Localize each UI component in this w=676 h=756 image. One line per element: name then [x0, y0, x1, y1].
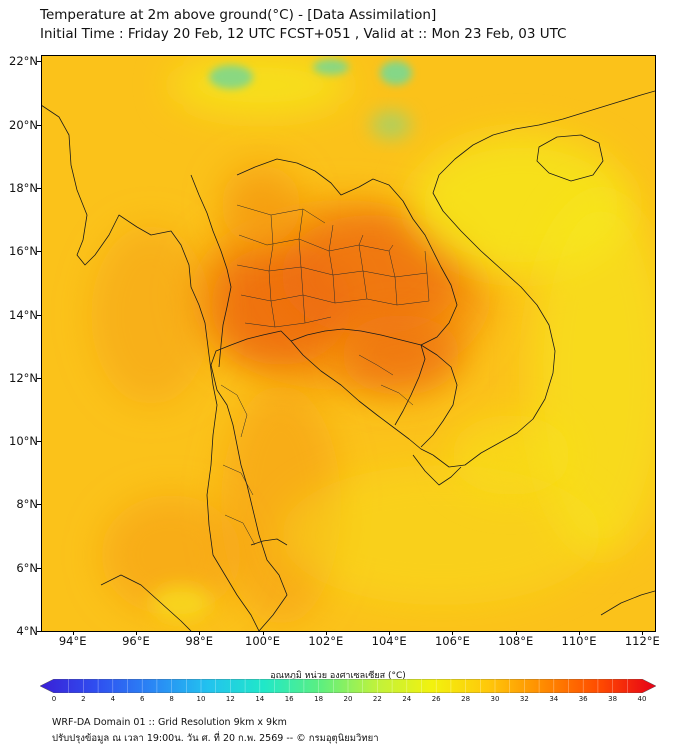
map-subtitle: Initial Time : Friday 20 Feb, 12 UTC FCS… — [40, 26, 567, 42]
province-boundaries — [220, 204, 430, 546]
lat-tick-label: 4°N — [16, 624, 38, 638]
colorbar-tick-label: 22 — [372, 695, 382, 703]
model-info: WRF-DA Domain 01 :: Grid Resolution 9km … — [52, 717, 287, 728]
colorbar-tick-label: 4 — [110, 695, 116, 703]
map-title: Temperature at 2m above ground(°C) - [Da… — [40, 7, 437, 23]
island-hainan — [536, 134, 604, 182]
coastline-gulf-of-thailand — [210, 330, 434, 631]
cold-spot-center — [313, 59, 349, 75]
colorbar-tick-label: 16 — [284, 695, 294, 703]
cold-spot-west — [209, 65, 253, 89]
warm-region-north — [221, 165, 301, 245]
colorbar-tick-label: 26 — [431, 695, 441, 703]
lat-tick-label: 8°N — [16, 497, 38, 512]
lat-tick-mark — [37, 504, 41, 506]
lat-tick-mark — [37, 631, 41, 632]
colorbar-gradient — [40, 679, 656, 693]
lon-tick-mark — [452, 631, 454, 635]
lat-tick-mark — [37, 441, 41, 443]
lon-tick-label: 102°E — [308, 634, 344, 648]
hot-region-northeast — [281, 215, 461, 335]
lon-tick-label: 100°E — [245, 634, 281, 648]
temperature-map-svg — [41, 55, 655, 631]
cool-region-southern-sea — [281, 465, 601, 605]
colorbar-label: อุณหภูมิ หน่วย องศาเซลเซียส (°C) — [270, 671, 406, 681]
colorbar-tick-label: 36 — [578, 695, 588, 703]
colorbar-tick-label: 6 — [139, 695, 145, 703]
lat-tick-mark — [37, 251, 41, 253]
lon-tick-mark — [72, 631, 74, 635]
colorbar-tick-label: 10 — [196, 695, 206, 703]
colorbar-tick-label: 2 — [81, 695, 86, 703]
colorbar-tick-label: 12 — [225, 695, 235, 703]
lon-tick-mark — [325, 631, 327, 635]
lon-tick-label: 106°E — [434, 634, 470, 648]
cold-spot-south — [371, 111, 411, 139]
lon-tick-label: 110°E — [561, 634, 597, 648]
lon-tick-mark — [515, 631, 517, 635]
coastline-borneo — [600, 590, 655, 616]
lat-tick-mark — [37, 314, 41, 316]
lon-tick-mark — [389, 631, 391, 635]
lat-tick-label: 12°N — [9, 370, 38, 385]
coastline-mainland — [41, 104, 260, 631]
temperature-map — [41, 55, 655, 631]
colorbar-tick-label: 30 — [490, 695, 500, 703]
island-sumatra — [100, 574, 192, 631]
colorbar-tick-label: 38 — [608, 695, 618, 703]
colorbar-tick-label: 0 — [51, 695, 57, 703]
cool-region-vietnam-coast — [451, 415, 571, 495]
lat-tick-label: 18°N — [9, 180, 38, 195]
warm-region-andaman — [101, 495, 241, 615]
lon-tick-label: 98°E — [185, 634, 214, 648]
lat-tick-mark — [37, 567, 41, 569]
lon-tick-label: 104°E — [371, 634, 407, 648]
colorbar-tick-label: 24 — [402, 695, 412, 703]
colorbar-tick-label: 32 — [519, 695, 529, 703]
border-thailand-malaysia — [250, 538, 288, 546]
colorbar-tick-label: 40 — [637, 695, 647, 703]
border-cambodia-vietnam — [420, 344, 458, 448]
cold-spot-east — [380, 61, 412, 85]
lat-tick-label: 16°N — [9, 244, 38, 259]
border-myanmar-thailand — [190, 174, 232, 368]
lat-tick-mark — [37, 124, 41, 126]
lat-tick-label: 10°N — [9, 434, 38, 449]
lon-tick-label: 94°E — [58, 634, 87, 648]
coastline-vietnam — [432, 90, 655, 468]
cool-spot-sumatra — [151, 585, 211, 621]
colorbar — [40, 679, 656, 693]
lat-tick-label: 6°N — [16, 560, 38, 575]
colorbar-tick-label: 14 — [255, 695, 265, 703]
lat-tick-label: 22°N — [9, 54, 38, 69]
lon-tick-mark — [579, 631, 581, 635]
lon-tick-mark — [199, 631, 201, 635]
colorbar-tick-label: 34 — [549, 695, 559, 703]
colorbar-tick-label: 18 — [314, 695, 324, 703]
warm-region-myanmar — [91, 225, 211, 405]
border-laos — [236, 158, 458, 346]
lon-tick-mark — [262, 631, 264, 635]
lon-tick-mark — [135, 631, 137, 635]
lat-tick-label: 14°N — [9, 307, 38, 322]
colorbar-tick-label: 8 — [169, 695, 174, 703]
lat-tick-mark — [37, 187, 41, 189]
hot-region-cambodia — [341, 315, 461, 395]
lat-tick-mark — [37, 61, 41, 63]
border-thailand-cambodia — [290, 328, 426, 426]
lon-tick-label: 112°E — [624, 634, 660, 648]
lon-tick-label: 96°E — [122, 634, 150, 648]
lat-tick-mark — [37, 377, 41, 379]
lat-tick-label: 20°N — [9, 117, 38, 132]
colorbar-tick-label: 28 — [461, 695, 471, 703]
lon-tick-label: 108°E — [498, 634, 534, 648]
update-info: ปรับปรุงข้อมูล ณ เวลา 19:00น. วัน ศ. ที่… — [52, 733, 379, 744]
lon-tick-mark — [642, 631, 644, 635]
colorbar-tick-label: 20 — [343, 695, 353, 703]
coastline-mekong-delta — [412, 454, 462, 486]
